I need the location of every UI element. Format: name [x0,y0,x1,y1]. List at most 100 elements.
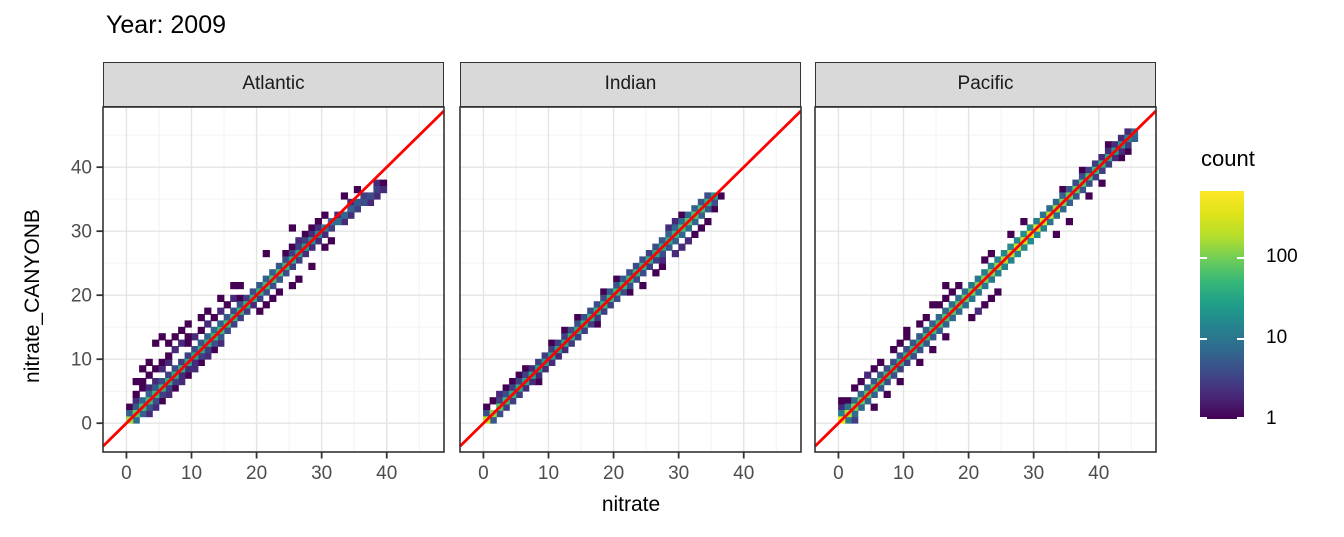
bin-cell [1124,141,1132,149]
bin-cell [942,307,950,315]
bin-cell [145,384,153,392]
bin-cell [658,262,666,270]
bin-cell [600,288,608,296]
bin-cell [321,211,329,219]
legend-colorbar: 100 10 1 [1200,191,1298,429]
bin-cell [626,288,634,296]
bin-cell [1130,134,1139,142]
bin-cell [321,230,329,238]
bin-cell [1124,147,1132,155]
bin-cell [974,307,982,315]
bin-cell [1020,230,1028,238]
bin-cell [896,352,904,360]
bin-cell [1020,243,1028,251]
bin-cell [704,205,712,213]
bin-cell [916,320,924,328]
bin-cell [158,397,166,405]
bin-cell [165,352,173,360]
bin-cell [535,378,543,386]
bin-cell [593,301,601,309]
bin-cell [509,397,517,405]
panel-canvas: 0 10 20 30 40 0 10 20 30 40 [71,106,445,484]
bin-cell [587,320,595,328]
bin-cell [1013,250,1021,258]
bin-cell [360,198,368,206]
x-tick-label: 30 [668,463,689,484]
bin-cell [844,403,852,411]
bin-cell [145,390,153,398]
bin-cell [658,250,666,258]
bin-cell [528,378,536,386]
bin-cell [600,294,608,302]
bin-cell [929,320,937,328]
bin-cell [197,326,205,334]
legend-title: count [1201,146,1255,171]
bin-cell [366,192,375,200]
x-tick-label: 20 [958,463,979,484]
bin-cell [197,352,205,360]
bin-cell [171,365,179,373]
bin-cell [1098,166,1106,174]
bin-cell [360,192,368,200]
bin-cell [922,339,930,347]
bin-cell [704,218,712,226]
bin-cell [981,282,989,290]
bin-cell [678,211,686,219]
x-axis-title: nitrate [601,493,661,516]
bin-cell [204,346,212,354]
bin-cell [288,282,296,290]
bin-cell [639,269,647,277]
bin-cell [308,230,316,238]
bin-cell [522,371,530,379]
bin-cell [665,243,673,251]
bin-cell [158,378,166,386]
bin-cell [340,192,348,200]
bin-cell [561,346,569,354]
bin-cell [236,282,244,290]
bin-cell [890,371,898,379]
bin-cell [942,294,950,302]
bin-cell [561,333,569,341]
identity-line [814,109,1157,448]
bin-cell [165,390,173,398]
colorbar-tick [1200,257,1207,259]
bin-cell [262,275,270,283]
bin-cell [522,384,530,392]
bin-cell [515,371,523,379]
y-tick-label: 20 [71,286,92,307]
bin-cell [282,250,290,258]
bin-cell [890,346,898,354]
bin-cell [877,371,885,379]
bin-cell [243,307,251,315]
bin-cell [483,410,491,418]
bin-cell [1117,134,1126,142]
bin-cell [864,397,872,405]
bin-cell [236,314,244,322]
bin-cell [515,378,523,386]
bin-cell [877,384,885,392]
bin-cell [353,205,361,213]
bin-cell [658,256,666,264]
bin-cell [574,333,582,341]
bin-cell [587,307,595,315]
bin-cell [379,186,388,194]
bin-cell [301,237,309,245]
bin-cell [942,320,950,328]
bin-cell [626,269,634,277]
bin-cell [483,403,491,411]
bin-cell [935,326,943,334]
bin-cell [165,384,173,392]
bin-cell [158,390,166,398]
bin-cell [968,282,976,290]
bin-cell [217,307,225,315]
bin-cell [249,301,257,309]
panel-canvas: 0 10 20 30 40 [814,106,1157,484]
panel-border [459,106,802,453]
bin-cell [909,339,917,347]
bin-cell [340,211,348,219]
bin-cell [948,314,956,322]
bin-cell [230,307,238,315]
bin-cell [1085,192,1093,200]
bin-cell [1026,237,1034,245]
